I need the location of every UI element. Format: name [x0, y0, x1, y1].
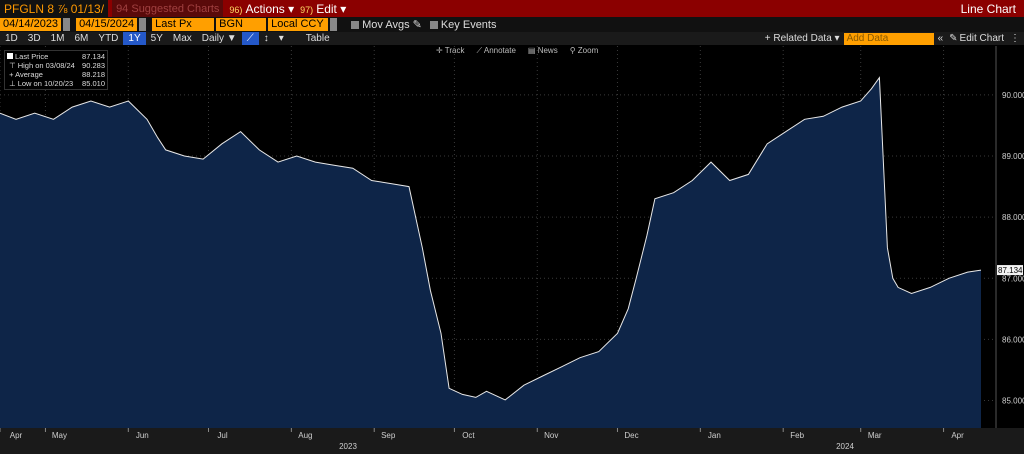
last-value-tag — [997, 265, 1023, 276]
calendar-icon[interactable] — [139, 18, 147, 31]
x-tick-label: Dec — [624, 431, 638, 440]
mov-avgs-checkbox[interactable] — [351, 20, 360, 29]
price-field-select[interactable]: Last Px — [152, 18, 215, 31]
zoom-tool[interactable]: ⚲ Zoom — [569, 46, 599, 55]
currency-select[interactable]: Local CCY — [268, 18, 329, 31]
y-tick-label: 86.000 — [1002, 335, 1024, 344]
edit-menu[interactable]: 97) Edit ▾ — [300, 2, 346, 16]
add-data-input[interactable]: Add Data — [843, 32, 934, 45]
line-chart-icon[interactable]: ⟋ — [241, 32, 259, 45]
x-axis-band — [0, 428, 1024, 454]
x-tick-label: Apr — [951, 431, 964, 440]
period-max[interactable]: Max — [172, 33, 192, 44]
x-tick-label: Sep — [381, 431, 396, 440]
x-tick-label: Aug — [298, 431, 312, 440]
edit-chart-button[interactable]: Edit Chart — [959, 33, 1004, 44]
x-tick-label: Oct — [462, 431, 475, 440]
parameter-bar: 04/14/2023 04/15/2024 Last Px BGN Local … — [0, 17, 1024, 32]
period-5y[interactable]: 5Y — [150, 33, 163, 44]
legend-high-value: 90.283 — [82, 61, 105, 70]
chevron-down-icon: ▾ — [288, 1, 295, 16]
year-label: 2024 — [836, 442, 854, 451]
y-tick-label: 87.000 — [1002, 274, 1024, 283]
legend-swatch — [7, 53, 13, 59]
start-date-field[interactable]: 04/14/2023 — [0, 18, 62, 31]
mov-avgs-label: Mov Avgs — [362, 18, 410, 31]
more-icon[interactable]: ⋮ — [1010, 33, 1020, 44]
legend-row-last: Last Price 87.134 — [7, 52, 105, 61]
chevron-down-icon: ▾ — [340, 1, 347, 16]
x-tick-label: May — [52, 431, 67, 440]
period-1m[interactable]: 1M — [50, 33, 65, 44]
pencil-icon[interactable]: ✎ — [949, 33, 958, 44]
legend-last-value: 87.134 — [82, 52, 105, 61]
source-select[interactable]: BGN — [216, 18, 267, 31]
frequency-select[interactable]: Daily ▼ — [201, 33, 237, 44]
related-data-button[interactable]: + Related Data ▾ — [764, 33, 840, 44]
x-tick-label: Jul — [217, 431, 227, 440]
security-ticker[interactable]: PFGLN 8 ⅞ 01/13/ — [0, 0, 109, 17]
legend-row-low: ⊥ Low on 10/20/23 85.010 — [7, 79, 105, 88]
series-area-fill — [0, 77, 981, 428]
legend-row-high: ⊤ High on 03/08/24 90.283 — [7, 61, 105, 70]
actions-number: 96) — [229, 4, 243, 15]
window-title: Line Chart — [960, 1, 1016, 16]
table-button[interactable]: Table — [305, 33, 330, 44]
y-tick-label: 90.000 — [1002, 91, 1024, 100]
legend-low-label: Low on 10/20/23 — [17, 79, 74, 88]
x-tick-label: Jan — [708, 431, 721, 440]
period-ytd[interactable]: YTD — [98, 33, 119, 44]
x-tick-label: Apr — [10, 431, 23, 440]
legend-row-average: + Average 88.218 — [7, 70, 105, 79]
period-1y[interactable]: 1Y — [123, 32, 146, 45]
period-6m[interactable]: 6M — [74, 33, 89, 44]
year-label: 2023 — [339, 442, 357, 451]
y-tick-label: 89.000 — [1002, 152, 1024, 161]
x-tick-label: Nov — [544, 431, 558, 440]
news-tool[interactable]: ▤ News — [527, 46, 558, 55]
y-tick-label: 88.000 — [1002, 213, 1024, 222]
key-events-checkbox[interactable] — [429, 20, 438, 29]
chevron-down-icon[interactable] — [330, 18, 338, 31]
legend-last-label: Last Price — [15, 52, 49, 61]
last-value-label: 87.134 — [998, 266, 1023, 275]
actions-menu[interactable]: 96) Actions ▾ — [229, 2, 294, 16]
double-chevron-left-icon[interactable]: « — [937, 33, 944, 44]
x-tick-label: Mar — [868, 431, 882, 440]
period-bar: 1D 3D 1M 6M YTD 1Y 5Y Max Daily ▼ ⟋ ↕ ▾ … — [0, 32, 1024, 45]
actions-label: Actions — [245, 1, 285, 16]
period-3d[interactable]: 3D — [27, 33, 41, 44]
annotate-tool[interactable]: ⟋ Annotate — [476, 46, 516, 55]
top-toolbar: PFGLN 8 ⅞ 01/13/ 94 Suggested Charts 96)… — [0, 0, 1024, 17]
x-tick-label: Jun — [136, 431, 149, 440]
pencil-icon[interactable]: ✎ — [412, 19, 422, 31]
chart-legend: Last Price 87.134 ⊤ High on 03/08/24 90.28… — [4, 50, 108, 90]
end-date-field[interactable]: 04/15/2024 — [76, 18, 138, 31]
edit-label: Edit — [316, 1, 337, 16]
legend-low-value: 85.010 — [82, 79, 105, 88]
key-events-label: Key Events — [440, 18, 497, 31]
calendar-icon[interactable] — [63, 18, 71, 31]
chevron-down-icon[interactable]: ▾ — [278, 33, 284, 44]
x-tick-label: Feb — [790, 431, 804, 440]
period-1d[interactable]: 1D — [5, 33, 18, 44]
edit-number: 97) — [300, 4, 314, 15]
y-tick-label: 85.000 — [1002, 396, 1024, 405]
legend-average-value: 88.218 — [82, 70, 105, 79]
series-line — [0, 76, 982, 401]
legend-high-label: High on 03/08/24 — [17, 61, 75, 70]
chart-type-icon[interactable]: ↕ — [263, 33, 269, 44]
suggested-charts-button[interactable]: 94 Suggested Charts — [112, 0, 224, 17]
legend-average-label: Average — [15, 70, 43, 79]
